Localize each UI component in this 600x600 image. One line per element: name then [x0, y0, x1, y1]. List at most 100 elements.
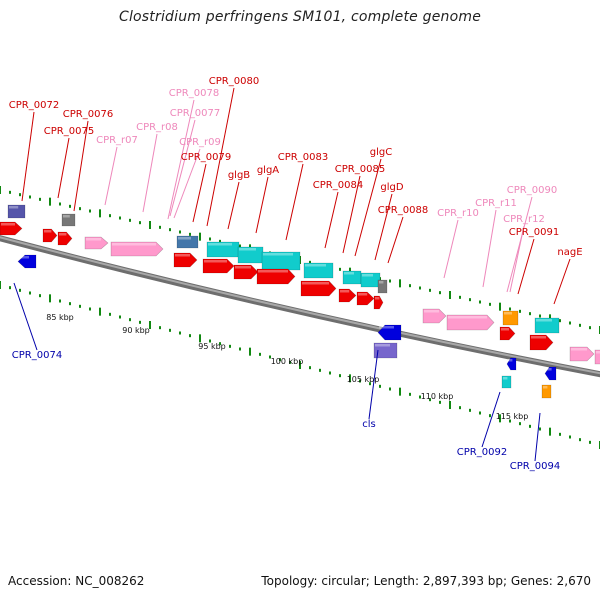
inner-tick-track: [0, 281, 600, 449]
minor-tick: [559, 432, 561, 436]
accession-text: Accession: NC_008262: [8, 574, 145, 588]
minor-tick: [239, 347, 241, 351]
leader-line: [206, 87, 235, 227]
minor-tick: [479, 300, 481, 304]
minor-tick: [69, 204, 71, 208]
gene-CPR_0084-box: [303, 262, 334, 279]
minor-tick: [9, 190, 11, 194]
scale-label: 115 kbp: [496, 412, 529, 421]
minor-tick: [339, 374, 341, 378]
minor-tick: [19, 288, 21, 292]
major-tick: [199, 232, 201, 241]
gene-label: CPR_r09: [179, 137, 221, 148]
minor-tick: [9, 286, 11, 290]
minor-tick: [329, 371, 331, 375]
major-tick: [349, 374, 351, 383]
gene-label: CPR_0090: [507, 185, 557, 196]
gene-rrna-2: [110, 241, 164, 257]
leader-line: [354, 158, 382, 257]
minor-tick: [29, 291, 31, 295]
minor-tick: [469, 298, 471, 302]
gene-label: CPR_0083: [278, 152, 328, 163]
minor-tick: [559, 319, 561, 323]
minor-tick: [469, 408, 471, 412]
gene-label: CPR_0080: [209, 76, 259, 87]
minor-tick: [579, 323, 581, 327]
gene-cls: [377, 324, 402, 341]
minor-tick: [519, 309, 521, 313]
major-tick: [499, 414, 501, 423]
gene-label: nagE: [557, 247, 582, 258]
gene-CPR_0075: [42, 228, 58, 243]
minor-tick: [79, 304, 81, 308]
gene-label: glgC: [370, 147, 392, 158]
leader-line: [142, 133, 158, 213]
gene-CPR_0085-box: [342, 270, 362, 285]
gene-label: CPR_0076: [63, 109, 113, 120]
minor-tick: [419, 395, 421, 399]
leader-line: [255, 176, 269, 234]
leader-line: [553, 258, 571, 305]
minor-tick: [129, 318, 131, 322]
minor-tick: [179, 331, 181, 335]
leader-line: [167, 99, 195, 220]
leader-line: [517, 238, 535, 295]
leader-line: [342, 175, 361, 254]
gene-labels: CPR_0072CPR_0076CPR_0075CPR_r07CPR_r08CP…: [9, 76, 583, 472]
minor-tick: [569, 321, 571, 325]
minor-tick: [489, 302, 491, 306]
gene-label: glgD: [380, 182, 403, 193]
gene-CPR_0076-box: [61, 213, 76, 227]
minor-tick: [309, 260, 311, 264]
gene-label: CPR_0088: [378, 205, 428, 216]
gene-glgC-box: [360, 272, 381, 288]
minor-tick: [169, 228, 171, 232]
gene-CPR_0094: [544, 366, 557, 381]
gene-label: glgB: [228, 170, 250, 181]
major-tick: [99, 209, 101, 218]
minor-tick: [189, 334, 191, 338]
gene-label: CPR_0074: [12, 350, 62, 361]
leader-line: [324, 191, 339, 249]
major-tick: [249, 347, 251, 356]
leader-line: [285, 163, 304, 241]
gene-CPR_0076: [57, 231, 73, 246]
gene-glgC: [356, 291, 375, 306]
minor-tick: [109, 312, 111, 316]
genome-summary-text: Topology: circular; Length: 2,897,393 bp…: [261, 574, 591, 588]
gene-glgB: [202, 258, 235, 274]
leader-line: [534, 412, 541, 462]
gene-CPR_0080: [173, 252, 198, 268]
label-leader-lines: [13, 87, 571, 462]
minor-tick: [579, 438, 581, 442]
minor-tick: [269, 355, 271, 359]
leader-line: [368, 349, 379, 420]
major-tick: [49, 294, 51, 303]
major-tick: [149, 321, 151, 329]
gene-CPR_0073: [0, 221, 23, 236]
minor-tick: [119, 216, 121, 220]
minor-tick: [209, 237, 211, 241]
major-tick: [99, 307, 101, 316]
gene-nagE-box: [534, 317, 560, 334]
major-tick: [49, 197, 51, 206]
minor-tick: [479, 411, 481, 415]
minor-tick: [569, 435, 571, 439]
gene-rrna-4: [594, 349, 600, 365]
minor-tick: [589, 440, 591, 444]
major-tick: [199, 334, 201, 343]
leader-line: [374, 193, 393, 261]
gene-label: CPR_0084: [313, 180, 363, 191]
scale-labels: 85 kbp 90 kbp 95 kbp 100 kbp 105 kbp 110 kbp 1…: [46, 313, 528, 421]
leader-line: [506, 196, 533, 293]
minor-tick: [409, 392, 411, 396]
minor-tick: [309, 366, 311, 370]
minor-tick: [439, 291, 441, 295]
minor-tick: [509, 307, 511, 311]
major-tick: [0, 281, 1, 289]
scale-label: 85 kbp: [46, 313, 74, 322]
minor-tick: [379, 384, 381, 388]
minor-tick: [169, 328, 171, 332]
gene-glgD: [373, 295, 384, 310]
